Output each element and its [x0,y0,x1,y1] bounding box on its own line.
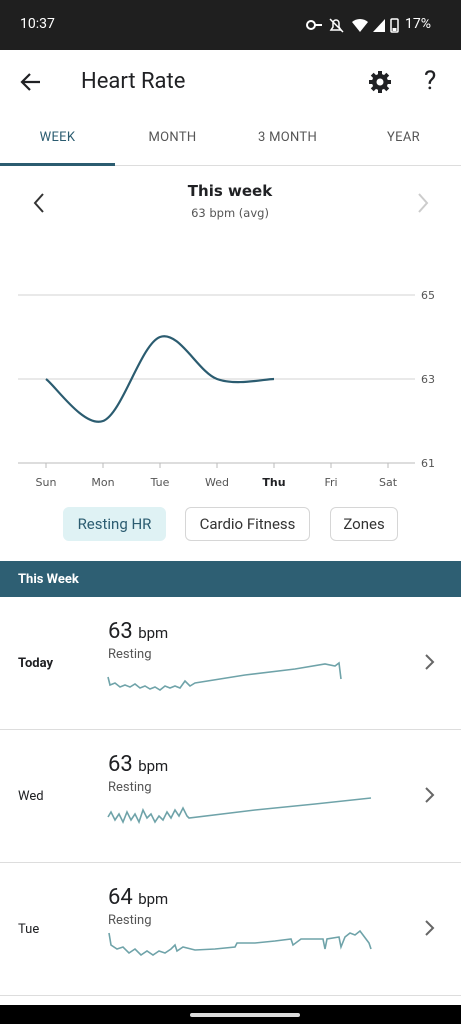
page-title: Heart Rate [81,69,186,94]
row-value: 63 bpm [108,619,168,644]
y-tick-label: 63 [421,373,435,386]
sparkline [108,929,372,957]
chart-title: This week [188,182,273,200]
row-label: Resting [108,647,152,662]
section-header: This Week [0,561,461,597]
tab[interactable]: 3 MONTH [257,130,318,145]
x-tick-label: Mon [91,476,114,489]
bpm-value: 63 [108,752,133,777]
x-tick-label: Sun [36,476,57,489]
row-value: 63 bpm [108,752,168,777]
y-tick-label: 61 [421,457,435,470]
bpm-value: 63 [108,619,133,644]
row-chevron [425,787,435,803]
filter-button[interactable]: Cardio Fitness [185,507,310,541]
bpm-unit: bpm [138,890,169,908]
row-day: Today [18,656,54,671]
help-button[interactable]: ? [424,66,437,96]
line [45,335,275,423]
x-tick-label: Tue [150,476,170,489]
list-row[interactable]: Today 63 bpm Resting [0,597,461,730]
bpm-value: 64 [108,885,133,910]
next-week[interactable] [418,193,429,213]
x-tick-label: Wed [205,476,229,489]
chart: This week 63 bpm (avg) 61 63 65 Sun Mon Tue We… [18,182,435,489]
tab[interactable]: YEAR [387,130,420,145]
row-label: Resting [108,780,152,795]
row-chevron [425,920,435,936]
clock: 10:37 [20,16,55,32]
x-tick-label: Sat [379,476,398,489]
x-tick-label: Thu [262,476,285,489]
tab[interactable]: MONTH [148,130,197,145]
status-bar: 10:37 17% [0,0,461,50]
battery: 17% [405,16,431,32]
chart-subtitle: 63 bpm (avg) [191,206,269,220]
sparkline [107,797,372,825]
bpm-unit: bpm [138,624,169,642]
row-label: Resting [108,913,152,928]
filter-button[interactable]: Zones [330,507,398,541]
x-tick-label: Fri [324,476,337,489]
home-indicator[interactable] [190,1013,300,1017]
list-row[interactable]: Wed 63 bpm Resting [0,730,461,863]
settings-button[interactable] [368,70,392,94]
status-icons [306,18,399,33]
bpm-unit: bpm [138,757,169,775]
y-tick-label: 65 [421,289,435,302]
section-title: This Week [18,572,79,587]
row-day: Tue [18,922,40,937]
filter-button[interactable]: Resting HR [63,507,166,541]
tab-indicator [0,163,115,166]
tab-divider [0,165,461,166]
sparkline [107,661,342,691]
row-chevron [425,654,435,670]
row-day: Wed [18,789,44,804]
back-button[interactable] [20,72,42,92]
prev-week[interactable] [33,193,44,213]
tab[interactable]: WEEK [39,130,76,145]
nav-bar [0,1005,461,1024]
row-value: 64 bpm [108,885,168,910]
list-row[interactable]: Tue 64 bpm Resting [0,863,461,996]
